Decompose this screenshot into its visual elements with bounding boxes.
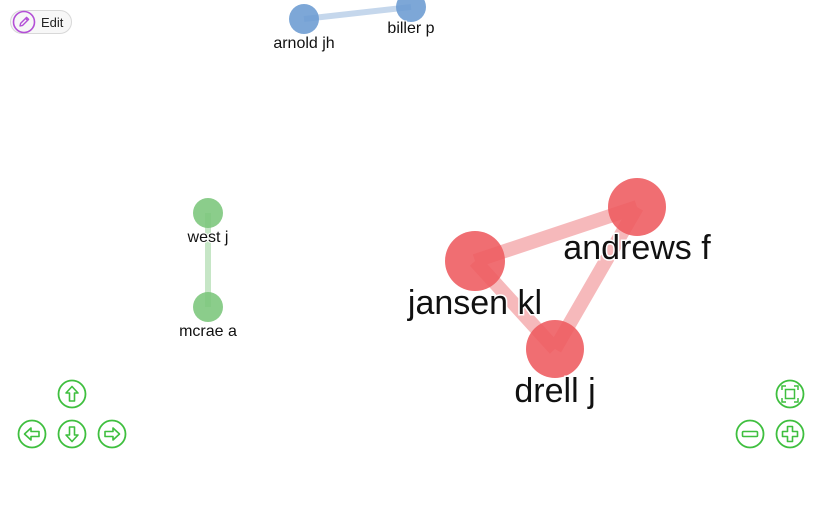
node-label-andrews: andrews f [563, 229, 711, 267]
arrow-up-icon [57, 379, 87, 409]
edit-button[interactable]: Edit [10, 10, 72, 34]
node-andrews[interactable] [608, 178, 666, 236]
node-label-jansen: jansen kl [407, 284, 542, 322]
nodes-layer [193, 0, 666, 378]
pan-right-button[interactable] [97, 419, 127, 449]
node-arnold[interactable] [289, 4, 319, 34]
arrow-left-icon [17, 419, 47, 449]
minus-icon [735, 419, 765, 449]
pencil-icon [12, 10, 36, 34]
node-label-drell: drell j [514, 372, 595, 410]
edge-arnold-biller[interactable] [303, 4, 412, 22]
node-drell[interactable] [526, 320, 584, 378]
edit-button-label: Edit [41, 14, 64, 30]
node-biller[interactable] [396, 0, 426, 22]
node-label-mcrae: mcrae a [179, 323, 237, 340]
node-label-west: west j [187, 229, 229, 246]
arrow-down-icon [57, 419, 87, 449]
node-west[interactable] [193, 198, 223, 228]
zoom-fit-button[interactable] [775, 379, 805, 409]
pan-left-button[interactable] [17, 419, 47, 449]
arrow-right-icon [97, 419, 127, 449]
node-label-biller: biller p [387, 20, 434, 37]
node-label-arnold: arnold jh [273, 35, 334, 52]
labels-layer: arnold jh biller p west j mcrae a andrews f j… [178, 19, 713, 412]
plus-icon [775, 419, 805, 449]
node-jansen[interactable] [445, 231, 505, 291]
pan-up-button[interactable] [57, 379, 87, 409]
pan-down-button[interactable] [57, 419, 87, 449]
fit-screen-icon [775, 379, 805, 409]
node-mcrae[interactable] [193, 292, 223, 322]
zoom-in-button[interactable] [775, 419, 805, 449]
zoom-out-button[interactable] [735, 419, 765, 449]
